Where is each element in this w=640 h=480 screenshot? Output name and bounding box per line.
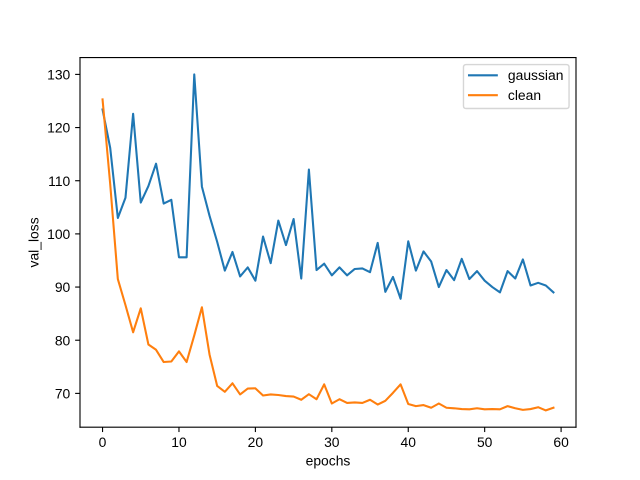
svg-text:10: 10 — [171, 434, 187, 450]
svg-text:clean: clean — [508, 87, 541, 103]
svg-text:100: 100 — [47, 226, 70, 242]
svg-text:0: 0 — [99, 434, 107, 450]
svg-text:130: 130 — [47, 66, 70, 82]
svg-text:90: 90 — [55, 279, 71, 295]
svg-text:epochs: epochs — [306, 452, 351, 468]
svg-text:gaussian: gaussian — [508, 67, 564, 83]
svg-text:80: 80 — [55, 332, 71, 348]
svg-text:60: 60 — [553, 434, 569, 450]
svg-text:20: 20 — [248, 434, 264, 450]
svg-text:120: 120 — [47, 120, 70, 136]
svg-text:40: 40 — [401, 434, 417, 450]
svg-text:70: 70 — [55, 385, 71, 401]
svg-text:110: 110 — [48, 173, 70, 189]
svg-text:30: 30 — [324, 434, 340, 450]
svg-text:val_loss: val_loss — [26, 217, 42, 267]
svg-text:50: 50 — [477, 434, 493, 450]
